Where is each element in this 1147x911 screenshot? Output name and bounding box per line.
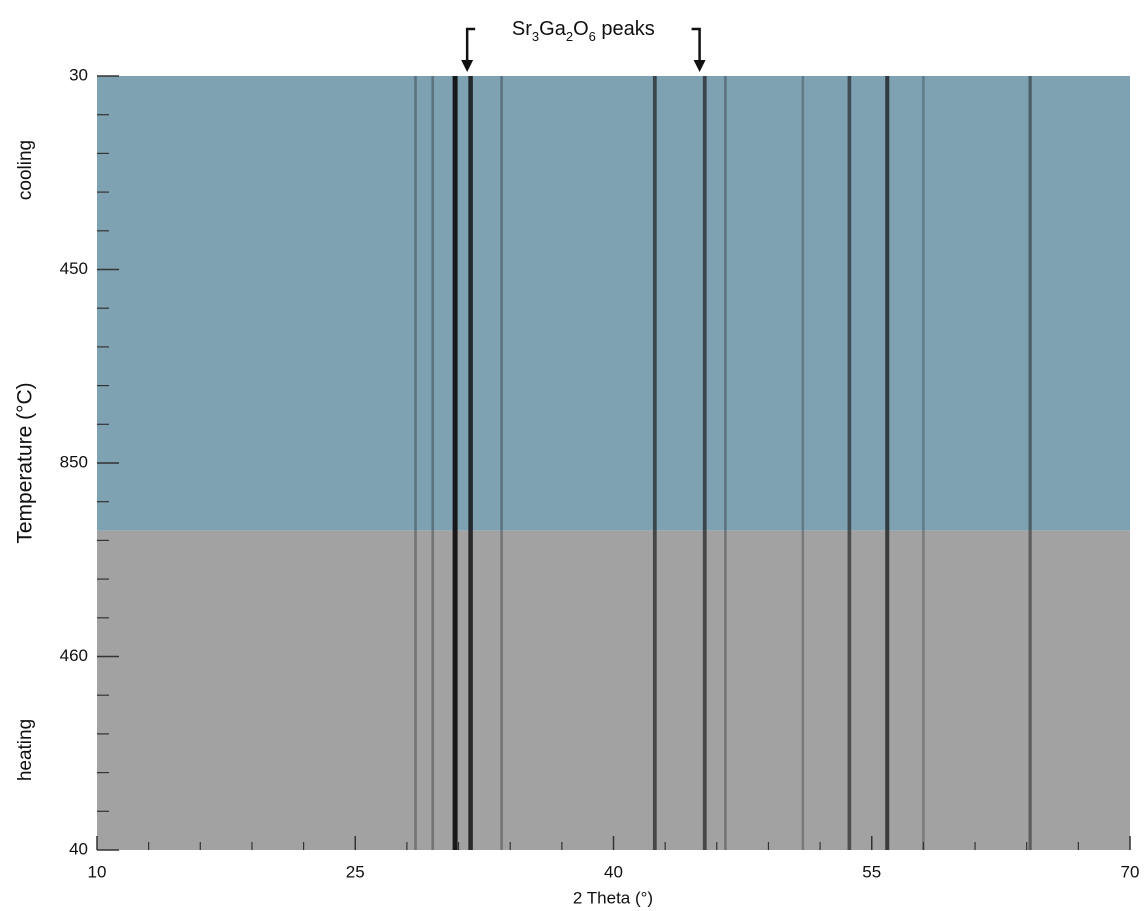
- region-label: heating: [15, 719, 36, 781]
- region: [97, 530, 1130, 850]
- y-tick-label: 460: [60, 646, 88, 665]
- region: [97, 76, 1130, 531]
- y-tick-label: 450: [60, 259, 88, 278]
- annotation-part: O: [573, 18, 589, 40]
- y-tick-label: 30: [69, 65, 88, 84]
- x-tick-label: 40: [604, 862, 623, 881]
- x-tick-label: 25: [346, 862, 365, 881]
- annotation-arrow: [465, 27, 476, 62]
- annotation-part: Ga: [539, 18, 567, 40]
- x-tick-label: 55: [862, 862, 881, 881]
- annotation-part: 2: [566, 29, 573, 44]
- annotation: Sr3Ga2O6 peaks: [512, 18, 655, 44]
- y-tick-label: 40: [69, 839, 88, 858]
- region-label: cooling: [15, 140, 36, 200]
- y-axis-label: Temperature (°C): [14, 382, 37, 543]
- annotation-part: 3: [532, 29, 539, 44]
- annotation-part: peaks: [596, 18, 655, 40]
- annotation-arrowhead: [693, 60, 706, 72]
- annotation-part: 6: [589, 29, 596, 44]
- y-tick-label: 850: [60, 452, 88, 471]
- annotation-arrow: [691, 27, 701, 62]
- annotation-part: Sr: [512, 18, 532, 40]
- x-tick-label: 70: [1121, 862, 1140, 881]
- x-axis-label: 2 Theta (°): [573, 888, 653, 907]
- annotation-arrowhead: [461, 60, 474, 72]
- x-tick-label: 10: [88, 862, 107, 881]
